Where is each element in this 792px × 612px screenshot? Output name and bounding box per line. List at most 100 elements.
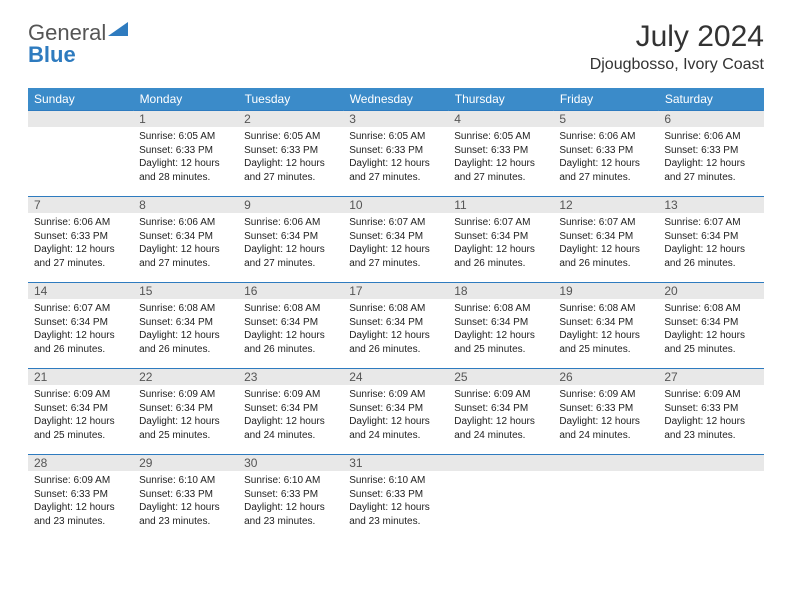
day-cell: Sunrise: 6:10 AMSunset: 6:33 PMDaylight:…	[133, 471, 238, 540]
day-number: 12	[553, 197, 658, 214]
day-number: 9	[238, 197, 343, 214]
day-cell: Sunrise: 6:05 AMSunset: 6:33 PMDaylight:…	[238, 127, 343, 197]
sunrise-text: Sunrise: 6:07 AM	[664, 216, 757, 230]
day-cell: Sunrise: 6:07 AMSunset: 6:34 PMDaylight:…	[658, 213, 763, 283]
day-cell: Sunrise: 6:07 AMSunset: 6:34 PMDaylight:…	[343, 213, 448, 283]
daylight-text-2: and 25 minutes.	[139, 429, 232, 443]
dayhead-fri: Friday	[553, 88, 658, 111]
daylight-text-1: Daylight: 12 hours	[349, 329, 442, 343]
daylight-text-2: and 27 minutes.	[139, 257, 232, 271]
day-number: 3	[343, 111, 448, 128]
sunrise-text: Sunrise: 6:09 AM	[559, 388, 652, 402]
sunset-text: Sunset: 6:33 PM	[139, 488, 232, 502]
sunset-text: Sunset: 6:33 PM	[34, 488, 127, 502]
sunrise-text: Sunrise: 6:06 AM	[244, 216, 337, 230]
day-cell: Sunrise: 6:07 AMSunset: 6:34 PMDaylight:…	[553, 213, 658, 283]
triangle-icon	[108, 18, 128, 36]
day-number	[553, 455, 658, 472]
sunset-text: Sunset: 6:34 PM	[454, 316, 547, 330]
sunset-text: Sunset: 6:33 PM	[349, 488, 442, 502]
day-cell: Sunrise: 6:10 AMSunset: 6:33 PMDaylight:…	[238, 471, 343, 540]
dayhead-thu: Thursday	[448, 88, 553, 111]
daylight-text-2: and 25 minutes.	[559, 343, 652, 357]
daylight-text-2: and 27 minutes.	[349, 257, 442, 271]
sunrise-text: Sunrise: 6:07 AM	[454, 216, 547, 230]
day-cell: Sunrise: 6:07 AMSunset: 6:34 PMDaylight:…	[448, 213, 553, 283]
daylight-text-1: Daylight: 12 hours	[454, 157, 547, 171]
daylight-text-1: Daylight: 12 hours	[139, 415, 232, 429]
daylight-text-1: Daylight: 12 hours	[349, 501, 442, 515]
daynum-row: 21222324252627	[28, 369, 764, 386]
sunrise-text: Sunrise: 6:08 AM	[664, 302, 757, 316]
sunrise-text: Sunrise: 6:08 AM	[349, 302, 442, 316]
sunset-text: Sunset: 6:34 PM	[664, 230, 757, 244]
day-number: 24	[343, 369, 448, 386]
sunset-text: Sunset: 6:34 PM	[139, 402, 232, 416]
brand-part2-wrap: Blue	[28, 42, 76, 68]
day-number: 6	[658, 111, 763, 128]
month-title: July 2024	[590, 20, 764, 54]
day-cell: Sunrise: 6:08 AMSunset: 6:34 PMDaylight:…	[658, 299, 763, 369]
day-number: 19	[553, 283, 658, 300]
day-number: 8	[133, 197, 238, 214]
day-cell	[448, 471, 553, 540]
day-number: 4	[448, 111, 553, 128]
day-number: 1	[133, 111, 238, 128]
sunset-text: Sunset: 6:34 PM	[139, 230, 232, 244]
daylight-text-1: Daylight: 12 hours	[349, 415, 442, 429]
sunrise-text: Sunrise: 6:05 AM	[349, 130, 442, 144]
sunset-text: Sunset: 6:33 PM	[244, 144, 337, 158]
day-cell: Sunrise: 6:09 AMSunset: 6:33 PMDaylight:…	[553, 385, 658, 455]
day-number: 30	[238, 455, 343, 472]
daylight-text-1: Daylight: 12 hours	[559, 415, 652, 429]
daylight-text-1: Daylight: 12 hours	[664, 157, 757, 171]
dayhead-sun: Sunday	[28, 88, 133, 111]
daylight-text-2: and 23 minutes.	[34, 515, 127, 529]
day-cell: Sunrise: 6:10 AMSunset: 6:33 PMDaylight:…	[343, 471, 448, 540]
day-cell: Sunrise: 6:08 AMSunset: 6:34 PMDaylight:…	[448, 299, 553, 369]
sunset-text: Sunset: 6:33 PM	[559, 144, 652, 158]
sunset-text: Sunset: 6:33 PM	[349, 144, 442, 158]
daynum-row: 28293031	[28, 455, 764, 472]
daylight-text-1: Daylight: 12 hours	[139, 157, 232, 171]
sunrise-text: Sunrise: 6:07 AM	[559, 216, 652, 230]
sunset-text: Sunset: 6:33 PM	[559, 402, 652, 416]
daylight-text-1: Daylight: 12 hours	[349, 157, 442, 171]
day-number: 14	[28, 283, 133, 300]
daynum-row: 14151617181920	[28, 283, 764, 300]
brand-part2: Blue	[28, 42, 76, 67]
daylight-text-1: Daylight: 12 hours	[454, 415, 547, 429]
day-cell: Sunrise: 6:06 AMSunset: 6:34 PMDaylight:…	[238, 213, 343, 283]
daylight-text-1: Daylight: 12 hours	[559, 157, 652, 171]
sunset-text: Sunset: 6:34 PM	[349, 402, 442, 416]
sunset-text: Sunset: 6:34 PM	[34, 402, 127, 416]
sunrise-text: Sunrise: 6:09 AM	[139, 388, 232, 402]
day-number: 10	[343, 197, 448, 214]
daylight-text-1: Daylight: 12 hours	[244, 243, 337, 257]
daylight-text-2: and 24 minutes.	[349, 429, 442, 443]
daylight-text-2: and 26 minutes.	[139, 343, 232, 357]
sunrise-text: Sunrise: 6:09 AM	[664, 388, 757, 402]
daylight-text-2: and 26 minutes.	[664, 257, 757, 271]
day-number: 13	[658, 197, 763, 214]
sunset-text: Sunset: 6:33 PM	[244, 488, 337, 502]
detail-row: Sunrise: 6:05 AMSunset: 6:33 PMDaylight:…	[28, 127, 764, 197]
sunset-text: Sunset: 6:34 PM	[559, 230, 652, 244]
day-number	[658, 455, 763, 472]
day-cell	[553, 471, 658, 540]
sunrise-text: Sunrise: 6:05 AM	[244, 130, 337, 144]
daylight-text-2: and 25 minutes.	[664, 343, 757, 357]
daylight-text-2: and 27 minutes.	[349, 171, 442, 185]
daylight-text-1: Daylight: 12 hours	[559, 329, 652, 343]
day-cell: Sunrise: 6:09 AMSunset: 6:34 PMDaylight:…	[238, 385, 343, 455]
daylight-text-1: Daylight: 12 hours	[664, 329, 757, 343]
title-block: July 2024 Djougbosso, Ivory Coast	[590, 20, 764, 74]
daylight-text-2: and 24 minutes.	[559, 429, 652, 443]
sunrise-text: Sunrise: 6:06 AM	[34, 216, 127, 230]
daylight-text-2: and 28 minutes.	[139, 171, 232, 185]
daylight-text-2: and 27 minutes.	[664, 171, 757, 185]
day-cell: Sunrise: 6:06 AMSunset: 6:33 PMDaylight:…	[658, 127, 763, 197]
sunrise-text: Sunrise: 6:10 AM	[349, 474, 442, 488]
daylight-text-1: Daylight: 12 hours	[349, 243, 442, 257]
daylight-text-2: and 27 minutes.	[34, 257, 127, 271]
